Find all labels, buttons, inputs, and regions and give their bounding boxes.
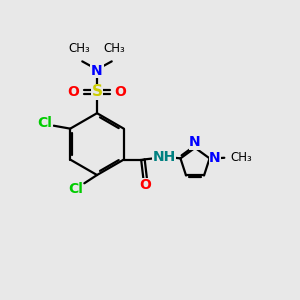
Text: N: N: [209, 152, 221, 165]
Text: NH: NH: [152, 150, 176, 164]
Text: CH₃: CH₃: [104, 42, 125, 55]
Text: O: O: [115, 85, 127, 99]
Text: O: O: [139, 178, 151, 192]
Text: N: N: [189, 136, 201, 149]
Text: N: N: [91, 64, 103, 78]
Text: S: S: [92, 85, 103, 100]
Text: Cl: Cl: [38, 116, 52, 130]
Text: CH₃: CH₃: [230, 151, 252, 164]
Text: Cl: Cl: [68, 182, 83, 196]
Text: CH₃: CH₃: [68, 42, 90, 55]
Text: O: O: [68, 85, 80, 99]
